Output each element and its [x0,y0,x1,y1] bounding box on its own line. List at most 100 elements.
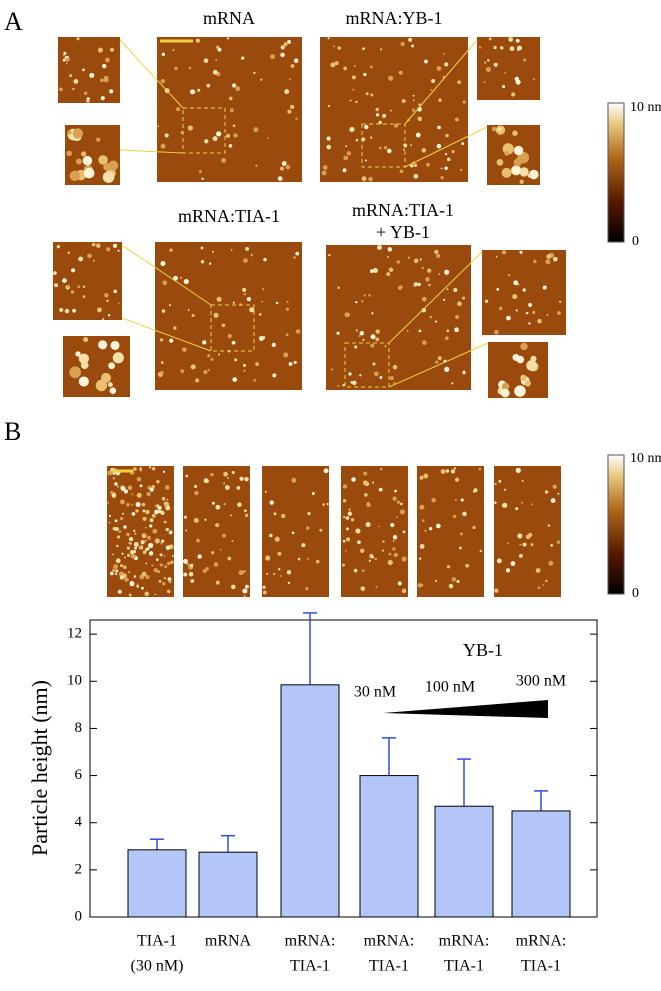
afm-feature [381,549,385,552]
afm-feature [225,133,231,139]
afm-feature [417,583,423,588]
afm-feature [460,532,463,536]
afm-feature [493,45,497,50]
afm-feature [388,552,392,556]
afm-feature [501,382,510,391]
afm-feature [245,584,249,589]
afm-feature [410,144,413,147]
afm-feature [511,165,522,176]
afm-feature [434,579,438,583]
afm-feature [522,542,527,547]
afm-feature [389,109,392,112]
afm-feature [556,540,561,544]
connector [121,317,212,352]
afm-feature [59,307,64,312]
afm-feature [82,68,85,72]
zoom-box [344,342,390,388]
afm-feature [131,512,136,516]
afm-feature [516,355,525,364]
afm-feature [521,501,523,504]
afm-feature [424,529,427,532]
afm-feature [402,530,406,534]
afm-feature [190,579,195,583]
x-tick-label: TIA-1 [521,958,561,975]
connector [404,126,488,168]
bar [434,805,494,918]
afm-feature [328,253,331,257]
afm-feature [121,512,125,515]
afm-feature [430,89,433,91]
afm-feature [134,546,137,550]
afm-feature [75,351,81,357]
afm-feature [279,575,282,578]
afm-feature [361,176,367,182]
y-tick-label: 2 [75,861,83,877]
afm-feature [66,284,70,288]
afm-feature [97,307,102,313]
afm-feature [158,579,162,583]
afm-feature [342,484,348,489]
afm-feature [403,148,405,151]
afm-feature [528,322,531,325]
y-tick-label: 10 [67,673,82,689]
afm-feature [289,78,291,81]
afm-feature [348,372,352,376]
afm-feature [445,133,449,138]
afm-feature [517,533,523,539]
afm-feature [352,88,355,91]
afm-feature [162,280,168,286]
afm-feature [218,353,221,356]
afm-feature [215,504,221,510]
afm-feature [337,286,340,289]
afm-feature [546,254,552,260]
afm-feature [243,258,248,263]
afm-feature [216,131,222,137]
afm-feature [517,45,523,51]
afm-feature [415,132,421,138]
afm-feature [421,266,424,270]
afm-feature [160,542,163,545]
afm-feature [370,136,373,139]
afm-feature [291,477,297,483]
afm-feature [166,561,171,566]
afm-feature [419,475,424,480]
afm-feature [162,581,166,586]
afm-feature [295,251,300,256]
afm-feature [444,336,449,341]
afm-feature [286,570,292,575]
afm-feature [183,515,188,519]
afm-feature [370,93,374,97]
afm-feature [412,99,415,102]
afm-feature [346,151,352,156]
afm-feature [394,489,397,493]
afm-feature [109,571,114,576]
afm-feature [365,92,369,96]
afm-feature [188,571,194,577]
afm-feature [321,170,327,176]
afm-feature [363,294,366,297]
afm-feature [106,299,109,302]
afm-feature [112,352,124,364]
afm-feature [67,130,72,135]
afm-feature [164,565,168,569]
y-tick-label: 0 [75,908,83,924]
connector [119,149,184,154]
afm-feature [425,277,430,282]
afm-feature [368,176,373,182]
connector [388,342,489,388]
afm-feature [176,107,181,112]
afm-feature [461,142,465,145]
afm-feature [179,276,182,279]
afm-feature [542,584,545,586]
afm-feature [370,65,373,69]
afm-feature [113,289,117,294]
afm-feature [342,539,346,543]
afm-feature [515,507,519,511]
afm-feature [157,570,161,573]
afm-feature [151,564,154,567]
afm-feature [172,49,175,52]
afm-feature [413,173,419,179]
x-tick-label: mRNA [205,933,252,950]
afm-image [494,466,561,597]
afm-feature [408,37,413,42]
